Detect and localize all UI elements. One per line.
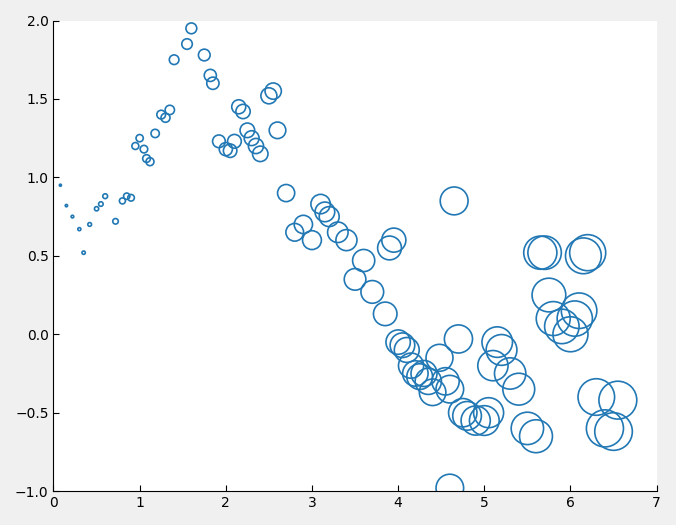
Point	[186, 24, 197, 33]
Point	[145, 158, 155, 166]
Point	[169, 56, 180, 64]
Point	[513, 385, 524, 393]
Point	[281, 189, 291, 197]
Point	[67, 213, 78, 221]
Point	[91, 205, 102, 213]
Point	[582, 248, 593, 257]
Point	[434, 354, 445, 362]
Point	[569, 314, 580, 323]
Point	[141, 154, 152, 163]
Point	[135, 134, 145, 142]
Point	[418, 369, 429, 377]
Point	[578, 251, 589, 260]
Point	[479, 416, 489, 425]
Point	[246, 134, 257, 142]
Point	[358, 256, 369, 265]
Point	[268, 87, 279, 96]
Point	[224, 146, 235, 155]
Point	[333, 228, 343, 236]
Point	[444, 484, 455, 492]
Point	[251, 142, 262, 150]
Point	[440, 377, 451, 385]
Point	[496, 346, 507, 354]
Point	[389, 236, 400, 244]
Point	[608, 427, 619, 436]
Point	[289, 228, 300, 236]
Point	[255, 150, 266, 158]
Point	[182, 40, 193, 48]
Point	[272, 126, 283, 134]
Point	[548, 314, 558, 323]
Point	[397, 341, 408, 350]
Point	[393, 338, 404, 347]
Point	[100, 192, 111, 201]
Point	[612, 396, 623, 404]
Point	[453, 335, 464, 343]
Point	[78, 248, 89, 257]
Point	[423, 377, 434, 385]
Point	[565, 330, 576, 339]
Point	[139, 145, 149, 153]
Point	[208, 79, 218, 88]
Point	[458, 408, 468, 417]
Point	[61, 202, 72, 210]
Point	[229, 137, 240, 145]
Point	[556, 322, 567, 331]
Point	[110, 217, 121, 226]
Point	[505, 369, 516, 377]
Point	[298, 220, 309, 229]
Point	[487, 361, 498, 370]
Point	[483, 408, 494, 417]
Point	[531, 432, 541, 440]
Point	[470, 416, 481, 425]
Point	[324, 213, 335, 221]
Point	[492, 338, 503, 347]
Point	[522, 424, 533, 433]
Point	[427, 388, 438, 396]
Point	[199, 51, 210, 59]
Point	[160, 113, 171, 122]
Point	[264, 91, 274, 100]
Point	[591, 393, 602, 401]
Point	[150, 129, 161, 138]
Point	[126, 194, 137, 202]
Point	[220, 145, 231, 153]
Point	[535, 248, 546, 257]
Point	[214, 137, 224, 145]
Point	[341, 236, 352, 244]
Point	[539, 248, 550, 257]
Point	[117, 197, 128, 205]
Point	[320, 208, 331, 216]
Point	[544, 291, 554, 299]
Point	[55, 181, 66, 190]
Point	[462, 412, 473, 420]
Point	[406, 361, 416, 370]
Point	[242, 126, 253, 134]
Point	[233, 102, 244, 111]
Point	[130, 142, 141, 150]
Point	[449, 197, 460, 205]
Point	[315, 200, 326, 208]
Point	[205, 71, 216, 80]
Point	[84, 220, 95, 229]
Point	[414, 372, 425, 381]
Point	[95, 200, 106, 208]
Point	[600, 424, 610, 433]
Point	[367, 288, 378, 296]
Point	[164, 106, 175, 114]
Point	[384, 244, 395, 252]
Point	[574, 307, 585, 315]
Point	[402, 346, 412, 354]
Point	[410, 369, 420, 377]
Point	[74, 225, 84, 233]
Point	[307, 236, 318, 244]
Point	[380, 310, 391, 318]
Point	[238, 107, 249, 116]
Point	[155, 110, 166, 119]
Point	[444, 385, 455, 393]
Point	[349, 275, 360, 284]
Point	[121, 192, 132, 201]
